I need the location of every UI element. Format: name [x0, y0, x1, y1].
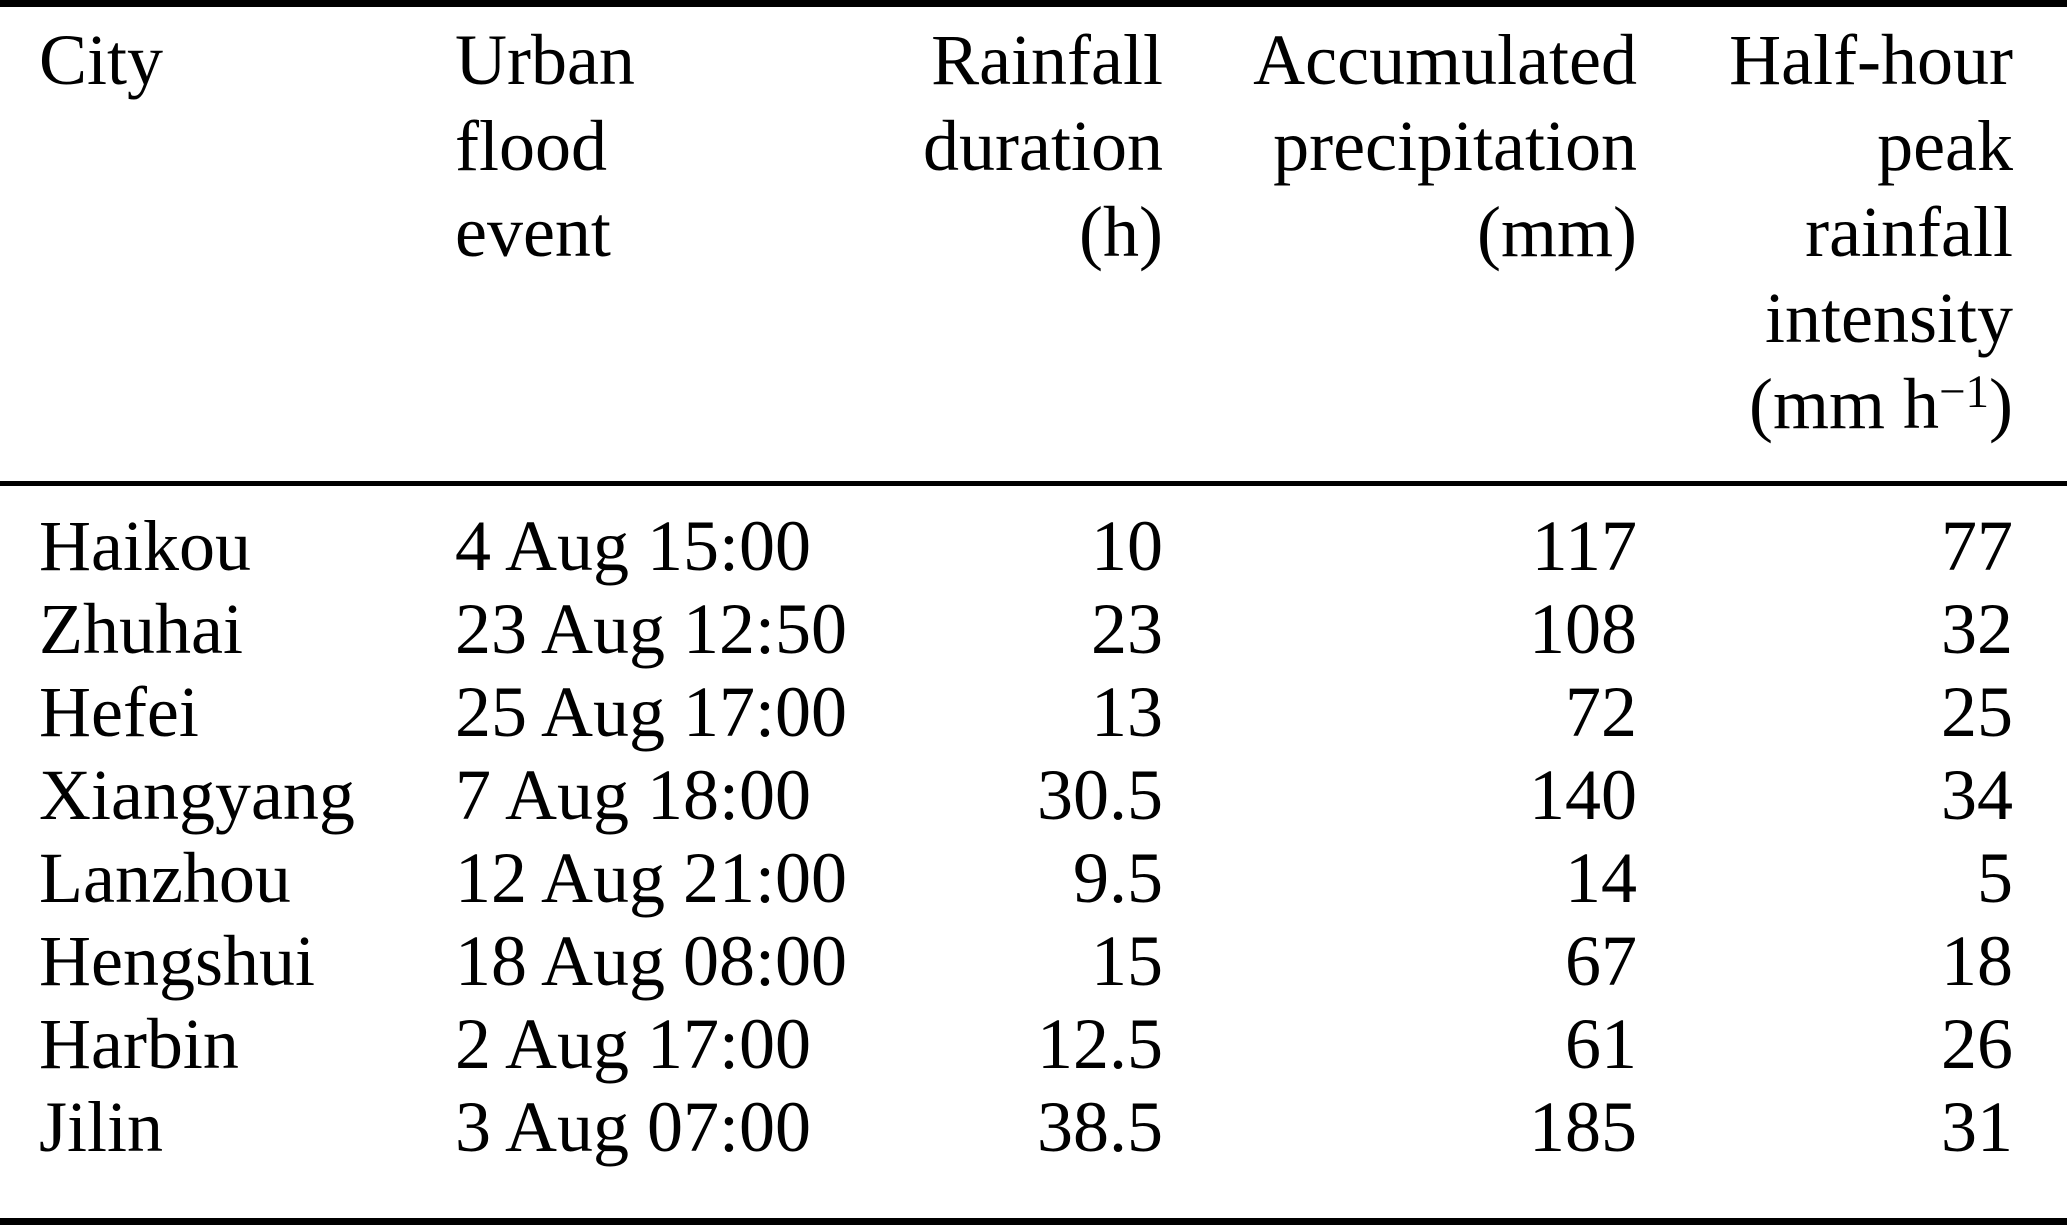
column-header-accumulated-precipitation: Accumulated precipitation (mm)	[1163, 17, 1637, 447]
city-cell: Xiangyang	[39, 755, 355, 835]
city-cell: Hefei	[39, 672, 199, 752]
header-line: event	[455, 192, 611, 272]
event-cell: 2 Aug 17:00	[455, 1004, 812, 1084]
city-cell: Haikou	[39, 506, 251, 586]
header-line: Accumulated	[1253, 20, 1637, 100]
header-unit-line: (mm h−1)	[1637, 361, 2013, 447]
table-body: Haikou 4 Aug 15:00 10 117 77 Zhuhai 23 A…	[39, 447, 2013, 1169]
table-header: City Urban flood event Rainfall duration…	[39, 17, 2013, 447]
table-row: Harbin 2 Aug 17:00 12.5 61 26	[39, 1003, 2013, 1086]
intensity-cell: 31	[1941, 1087, 2013, 1167]
event-cell: 25 Aug 17:00	[455, 672, 848, 752]
header-line: peak	[1877, 106, 2013, 186]
header-line: Rainfall	[931, 20, 1163, 100]
duration-cell: 38.5	[1037, 1087, 1163, 1167]
city-cell: Hengshui	[39, 921, 315, 1001]
intensity-cell: 32	[1941, 589, 2013, 669]
event-cell: 7 Aug 18:00	[455, 755, 812, 835]
intensity-cell: 34	[1941, 755, 2013, 835]
top-rule	[0, 0, 2067, 7]
header-line: Urban	[455, 20, 635, 100]
duration-cell: 10	[1091, 506, 1163, 586]
intensity-cell: 5	[1977, 838, 2013, 918]
superscript-exponent: −1	[1939, 365, 1990, 418]
header-row: City Urban flood event Rainfall duration…	[39, 17, 2013, 447]
intensity-cell: 77	[1941, 506, 2013, 586]
table-row: Hefei 25 Aug 17:00 13 72 25	[39, 671, 2013, 754]
precipitation-cell: 108	[1529, 589, 1637, 669]
duration-cell: 23	[1091, 589, 1163, 669]
table-row: Haikou 4 Aug 15:00 10 117 77	[39, 447, 2013, 588]
event-cell: 12 Aug 21:00	[455, 838, 848, 918]
unit-suffix: )	[1989, 364, 2013, 444]
event-cell: 18 Aug 08:00	[455, 921, 848, 1001]
unit-prefix: (mm h	[1749, 364, 1939, 444]
flood-events-table: City Urban flood event Rainfall duration…	[39, 17, 2013, 1169]
table-row: Xiangyang 7 Aug 18:00 30.5 140 34	[39, 754, 2013, 837]
duration-cell: 30.5	[1037, 755, 1163, 835]
precipitation-cell: 72	[1565, 672, 1637, 752]
precipitation-cell: 61	[1565, 1004, 1637, 1084]
column-header-peak-rainfall-intensity: Half-hour peak rainfall intensity (mm h−…	[1637, 17, 2013, 447]
table-row: Hengshui 18 Aug 08:00 15 67 18	[39, 920, 2013, 1003]
bottom-rule	[0, 1218, 2067, 1225]
column-header-urban-flood-event: Urban flood event	[455, 17, 885, 447]
header-line: flood	[455, 106, 607, 186]
precipitation-cell: 185	[1529, 1087, 1637, 1167]
header-line: rainfall	[1805, 192, 2013, 272]
intensity-cell: 26	[1941, 1004, 2013, 1084]
duration-cell: 15	[1091, 921, 1163, 1001]
header-line: Half-hour	[1729, 20, 2013, 100]
city-cell: Lanzhou	[39, 838, 291, 918]
header-line: (h)	[1079, 192, 1163, 272]
duration-cell: 9.5	[1073, 838, 1163, 918]
event-cell: 3 Aug 07:00	[455, 1087, 812, 1167]
intensity-cell: 25	[1941, 672, 2013, 752]
duration-cell: 12.5	[1037, 1004, 1163, 1084]
header-line: City	[39, 20, 164, 100]
intensity-cell: 18	[1941, 921, 2013, 1001]
header-separator-rule	[0, 481, 2067, 486]
precipitation-cell: 140	[1529, 755, 1637, 835]
header-line: precipitation	[1273, 106, 1637, 186]
city-cell: Jilin	[39, 1087, 164, 1167]
city-cell: Harbin	[39, 1004, 239, 1084]
table-row: Zhuhai 23 Aug 12:50 23 108 32	[39, 588, 2013, 671]
duration-cell: 13	[1091, 672, 1163, 752]
header-line: intensity	[1765, 278, 2013, 358]
header-line: duration	[923, 106, 1163, 186]
table-row: Lanzhou 12 Aug 21:00 9.5 14 5	[39, 837, 2013, 920]
event-cell: 23 Aug 12:50	[455, 589, 848, 669]
precipitation-cell: 67	[1565, 921, 1637, 1001]
table-row: Jilin 3 Aug 07:00 38.5 185 31	[39, 1086, 2013, 1169]
precipitation-cell: 14	[1565, 838, 1637, 918]
header-line: (mm)	[1477, 192, 1637, 272]
city-cell: Zhuhai	[39, 589, 243, 669]
column-header-rainfall-duration: Rainfall duration (h)	[885, 17, 1163, 447]
column-header-city: City	[39, 17, 455, 447]
precipitation-cell: 117	[1531, 506, 1637, 586]
event-cell: 4 Aug 15:00	[455, 506, 812, 586]
